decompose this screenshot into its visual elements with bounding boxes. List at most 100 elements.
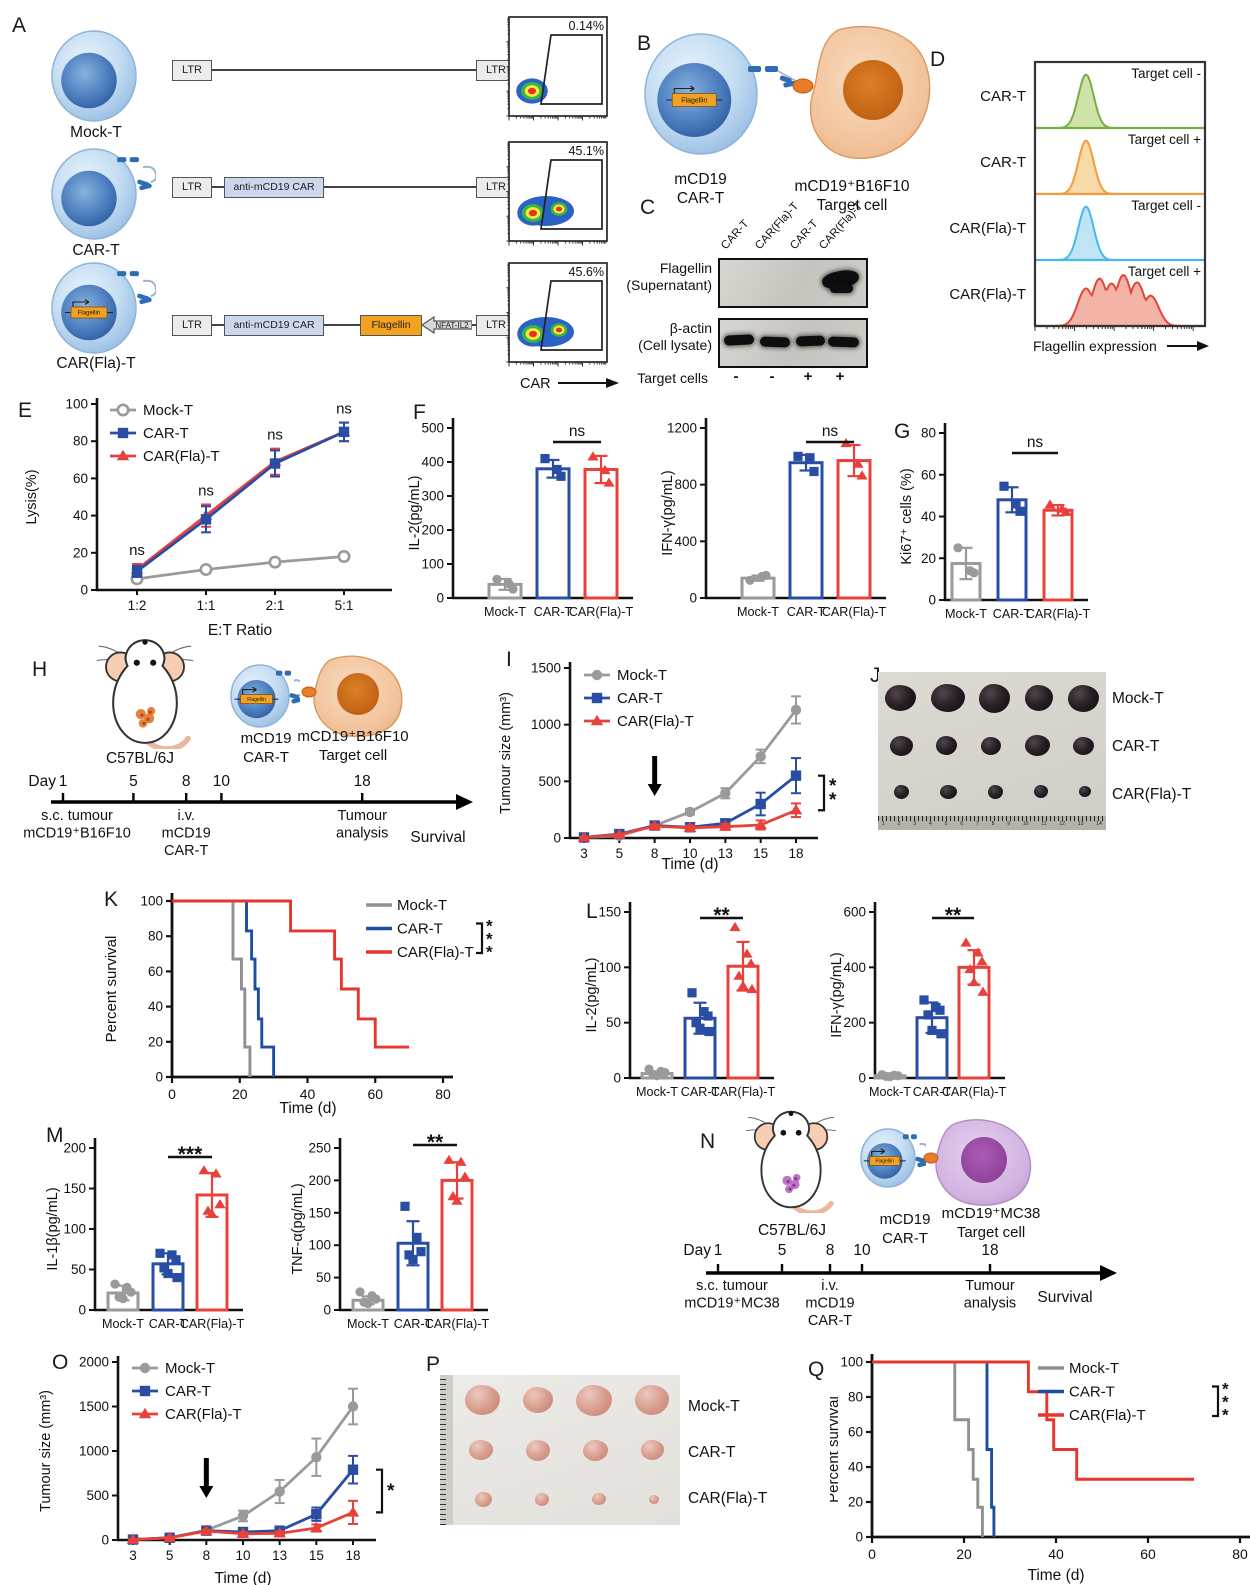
flagellin-box: Flagellin — [360, 314, 422, 336]
svg-text:CAR(Fla)-T: CAR(Fla)-T — [1026, 607, 1091, 621]
ltr-box: LTR — [476, 59, 516, 81]
construct-line — [324, 324, 360, 326]
svg-text:i.v.: i.v. — [821, 1278, 838, 1294]
mc38-survival-chart: 0 20 40 60 80 100 0 20 40 60 80 Time (d) Percent sur… — [830, 1354, 1250, 1584]
svg-text:0: 0 — [868, 1546, 876, 1562]
ruler-number: 1 — [882, 821, 885, 827]
mock-t-cell-icon — [51, 30, 137, 122]
svg-text:Mock-T: Mock-T — [636, 1085, 678, 1099]
svg-text:80: 80 — [1232, 1546, 1248, 1562]
ruler-number: 2 — [897, 821, 901, 827]
svg-text:40: 40 — [148, 999, 163, 1014]
b16f10-tumour-size-chart: 0 500 1000 1500 3 5 8 10 13 15 18 Time (d) Tumour si… — [498, 661, 837, 874]
car-t-cell-icon — [51, 148, 156, 240]
svg-text:Percent survival: Percent survival — [103, 936, 120, 1043]
svg-text:Mock-T: Mock-T — [484, 605, 526, 619]
svg-text:CAR(Fla)-T: CAR(Fla)-T — [950, 220, 1026, 237]
n-cart-line2: CAR-T — [882, 1230, 928, 1247]
arrow-right-icon — [606, 378, 619, 388]
svg-text:**: ** — [427, 1131, 444, 1154]
svg-text:CAR-T: CAR-T — [808, 1313, 852, 1329]
svg-text:200: 200 — [421, 523, 444, 538]
svg-text:400: 400 — [421, 455, 444, 470]
svg-text:0: 0 — [858, 1071, 866, 1086]
svg-text:Mock-T: Mock-T — [617, 667, 667, 684]
svg-text:CAR(Fla)-T: CAR(Fla)-T — [165, 1406, 242, 1423]
svg-text:CAR-T: CAR-T — [681, 1085, 720, 1099]
flow-plot-car: 45.1% — [506, 141, 608, 246]
svg-text:0: 0 — [101, 1533, 109, 1548]
svg-text:Mock-T: Mock-T — [165, 1360, 215, 1377]
svg-text:IL-1β(pg/mL): IL-1β(pg/mL) — [45, 1187, 61, 1270]
ltr-box: LTR — [476, 314, 516, 336]
svg-text:Day: Day — [28, 773, 56, 790]
p-row-label-car: CAR-T — [688, 1444, 736, 1461]
svg-text:CAR-T: CAR-T — [164, 843, 208, 859]
ltr-box: LTR — [476, 176, 516, 198]
svg-text:1200: 1200 — [667, 421, 697, 436]
panel-label-n: N — [700, 1130, 716, 1153]
svg-text:500: 500 — [421, 421, 444, 436]
panel-label-i: I — [506, 648, 512, 671]
flagellin-blot — [718, 258, 868, 308]
h-target-cell-icon — [301, 655, 403, 738]
n-car-t-cell-icon: Flagellin — [860, 1128, 926, 1188]
ruler-vertical — [440, 1375, 453, 1525]
panel-label-o: O — [52, 1351, 69, 1374]
n-target-line1: mCD19⁺MC38 — [941, 1205, 1041, 1222]
mouse-icon-mc38 — [745, 1110, 837, 1213]
svg-text:600: 600 — [843, 905, 866, 920]
construct-line — [212, 324, 224, 326]
svg-text:*: * — [829, 790, 837, 811]
svg-text:18: 18 — [788, 846, 803, 861]
target-sign-1: - — [733, 368, 739, 385]
svg-text:CAR(Fla)-T: CAR(Fla)-T — [711, 1085, 776, 1099]
svg-text:5:1: 5:1 — [335, 598, 354, 613]
svg-text:IL-2(pg/mL): IL-2(pg/mL) — [584, 958, 600, 1033]
svg-text:200: 200 — [308, 1173, 331, 1188]
n-cart-line1: mCD19 — [879, 1211, 931, 1228]
svg-text:20: 20 — [956, 1546, 972, 1562]
panel-label-h: H — [32, 658, 48, 681]
panel-label-p: P — [426, 1353, 441, 1376]
svg-text:**: ** — [945, 904, 962, 927]
svg-text:Survival: Survival — [1037, 1289, 1092, 1306]
svg-text:40: 40 — [73, 508, 88, 523]
svg-text:150: 150 — [63, 1181, 86, 1196]
svg-text:Target cell -: Target cell - — [1131, 198, 1201, 213]
svg-text:Flagellin: Flagellin — [875, 1159, 894, 1165]
ruler: 1 2 3 4 5 6 7 8 9 10 11 12 13 14 — [878, 816, 1106, 830]
svg-text:3: 3 — [129, 1548, 137, 1563]
svg-text:ns: ns — [267, 427, 283, 444]
lane-label-3: CAR-T — [788, 217, 821, 252]
p-row-label-car-fla: CAR(Fla)-T — [688, 1490, 768, 1507]
target-sign-2: - — [769, 368, 775, 385]
svg-text:ns: ns — [569, 423, 586, 440]
panel-label-g: G — [894, 420, 911, 443]
car-t-label: CAR-T — [72, 242, 120, 259]
svg-text:1000: 1000 — [531, 717, 561, 732]
svg-text:100: 100 — [65, 397, 88, 412]
svg-text:50: 50 — [71, 1262, 86, 1277]
svg-text:Target cell +: Target cell + — [1128, 132, 1201, 147]
panel-label-d: D — [930, 48, 946, 71]
svg-text:5: 5 — [129, 773, 138, 790]
svg-text:100: 100 — [840, 1355, 863, 1370]
svg-text:5: 5 — [778, 1242, 787, 1259]
construct-row-mock: LTR LTR — [172, 59, 516, 81]
svg-text:40: 40 — [921, 509, 936, 524]
construct-row-car: LTR anti-mCD19 CAR LTR — [172, 176, 516, 198]
svg-text:200: 200 — [63, 1141, 86, 1156]
ruler-number: 3 — [913, 821, 917, 827]
tumour-row-mock — [878, 674, 1106, 722]
svg-text:40: 40 — [848, 1460, 863, 1475]
car-fla-t-cell-icon: Flagellin — [51, 262, 156, 354]
b-target-label: mCD19⁺B16F10 Target cell — [767, 177, 937, 215]
svg-text:20: 20 — [848, 1495, 863, 1510]
svg-text:1500: 1500 — [79, 1399, 109, 1414]
svg-text:13: 13 — [718, 846, 733, 861]
b16f10-survival-chart: 0 20 40 60 80 100 0 20 40 60 80 Time (d) Percent sur… — [103, 893, 493, 1117]
